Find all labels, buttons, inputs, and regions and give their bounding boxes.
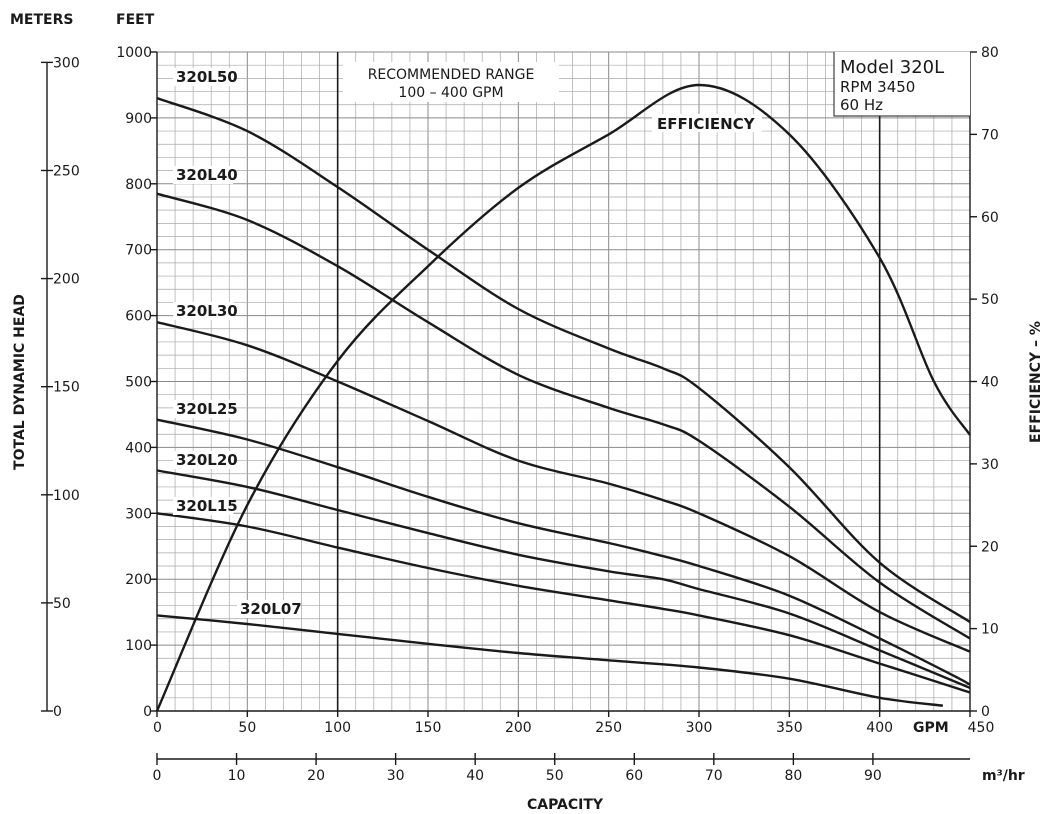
feet-tick-label: 900 [125, 111, 152, 127]
m3hr-tick-label: 50 [546, 768, 564, 784]
curve-label-backdrop [237, 600, 298, 618]
efficiency-tick-label: 10 [981, 622, 999, 638]
model-title: Model 320L [840, 57, 944, 78]
gpm-tick-label: 350 [776, 720, 803, 736]
m3hr-tick-label: 20 [307, 768, 325, 784]
chart-overlay: RECOMMENDED RANGE 100 – 400 GPM Model 320L… [336, 52, 970, 711]
m3hr-tick-label: 80 [784, 768, 802, 784]
m3hr-tick-label: 10 [228, 768, 246, 784]
efficiency-tick-label: 0 [981, 704, 990, 720]
curve-label-backdrop [173, 451, 234, 469]
gpm-tick-label: 50 [238, 720, 256, 736]
recommended-range-line1: RECOMMENDED RANGE [368, 67, 535, 83]
m3hr-tick-label: 0 [153, 768, 162, 784]
gpm-unit-label: GPM [913, 720, 949, 736]
chart-axes: 0100200300400500600700800900100005010015… [41, 45, 999, 784]
gpm-tick-label: 0 [153, 720, 162, 736]
meters-tick-label: 250 [53, 163, 80, 179]
curve-label-320l20: 320L20 [176, 451, 238, 469]
feet-tick-label: 600 [125, 309, 152, 325]
m3hr-unit-label: m³/hr [982, 768, 1025, 784]
meters-tick-label: 200 [53, 272, 80, 288]
curve-320l50 [156, 96, 971, 624]
efficiency-label-backdrop [652, 114, 762, 132]
m3hr-tick-label: 90 [864, 768, 882, 784]
chart-labels: 320L50 320L40 320L30 320L25 320L20 320L15 320L… [10, 12, 1041, 813]
gpm-tick-label: 400 [866, 720, 893, 736]
curve-label-320l30: 320L30 [176, 302, 238, 320]
curve-label-320l50: 320L50 [176, 68, 238, 86]
gpm-tick-label: 100 [324, 720, 351, 736]
curve-label-backdrop [173, 166, 234, 184]
curve-label-320l07: 320L07 [240, 600, 302, 618]
m3hr-tick-label: 40 [466, 768, 484, 784]
gpm-tick-label: 200 [505, 720, 532, 736]
feet-tick-label: 200 [125, 572, 152, 588]
efficiency-tick-label: 20 [981, 539, 999, 555]
curve-label-backdrop [173, 302, 234, 320]
gpm-label-backdrop [906, 716, 958, 736]
model-box-background [834, 52, 970, 116]
feet-tick-label: 800 [125, 177, 152, 193]
curve-label-backdrop [173, 68, 234, 86]
capacity-axis-title: CAPACITY [527, 797, 604, 813]
efficiency-tick-label: 80 [981, 45, 999, 61]
recommended-range-backdrop [343, 62, 559, 102]
curve-320l07 [156, 614, 944, 707]
meters-tick-label: 300 [53, 55, 80, 71]
curve-320l40 [156, 192, 971, 640]
meters-tick-label: 50 [53, 596, 71, 612]
model-box-border [833, 52, 970, 117]
curve-label-backdrop [173, 400, 234, 418]
curve-320l15 [156, 512, 971, 694]
feet-axis-title: FEET [116, 12, 155, 28]
efficiency-tick-label: 40 [981, 375, 999, 391]
m3hr-tick-label: 30 [387, 768, 405, 784]
recommended-range-line2: 100 – 400 GPM [398, 85, 503, 101]
curve-label-320l40: 320L40 [176, 166, 238, 184]
efficiency-tick-label: 60 [981, 210, 999, 226]
meters-axis-title: METERS [10, 12, 73, 28]
meters-tick-label: 100 [53, 488, 80, 504]
curve-320l20 [156, 469, 971, 690]
m3hr-tick-label: 60 [625, 768, 643, 784]
efficiency-tick-label: 50 [981, 292, 999, 308]
feet-tick-label: 400 [125, 440, 152, 456]
efficiency-label: EFFICIENCY [657, 115, 756, 133]
feet-tick-label: 1000 [116, 45, 152, 61]
meters-tick-label: 150 [53, 380, 80, 396]
model-rpm: RPM 3450 [840, 78, 915, 96]
efficiency-tick-label: 30 [981, 457, 999, 473]
meters-tick-label: 0 [53, 704, 62, 720]
gpm-tick-label: 150 [415, 720, 442, 736]
curve-label-backdrop [173, 497, 234, 515]
curve-label-320l25: 320L25 [176, 400, 238, 418]
model-hz: 60 Hz [840, 96, 883, 114]
curve-label-320l15: 320L15 [176, 497, 238, 515]
efficiency-percent-title: EFFICIENCY – % [1028, 321, 1041, 443]
gpm-tick-label: 450 [968, 720, 995, 736]
efficiency-tick-label: 70 [981, 127, 999, 143]
curve-efficiency [155, 83, 971, 712]
gpm-tick-label: 300 [686, 720, 713, 736]
gpm-tick-label: 250 [595, 720, 622, 736]
feet-tick-label: 0 [143, 704, 152, 720]
feet-tick-label: 700 [125, 243, 152, 259]
feet-tick-label: 100 [125, 638, 152, 654]
m3hr-tick-label: 70 [705, 768, 723, 784]
chart-grid [156, 51, 971, 712]
curve-320l30 [156, 321, 971, 653]
feet-tick-label: 300 [125, 506, 152, 522]
total-dynamic-head-title: TOTAL DYNAMIC HEAD [12, 294, 28, 470]
feet-tick-label: 500 [125, 375, 152, 391]
